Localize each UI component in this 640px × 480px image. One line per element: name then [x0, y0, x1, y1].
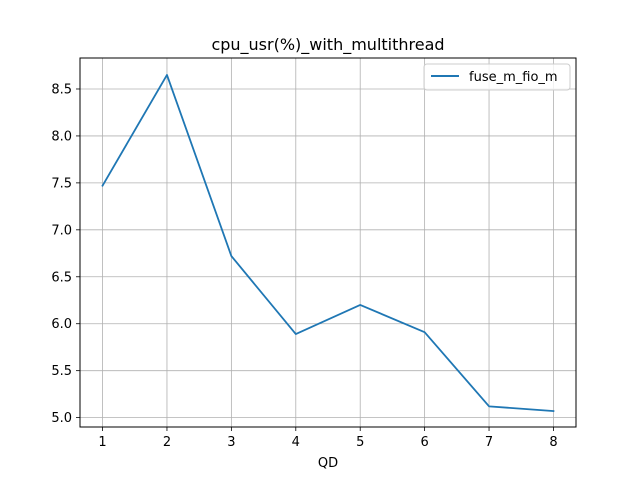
y-tick-label: 7.5 [51, 176, 72, 191]
x-tick-label: 5 [356, 435, 364, 450]
x-tick-label: 4 [292, 435, 300, 450]
legend-label: fuse_m_fio_m [469, 70, 558, 85]
data-point [488, 405, 490, 407]
data-point [359, 304, 361, 306]
data-point [166, 74, 168, 76]
data-point [295, 333, 297, 335]
x-tick-label: 8 [549, 435, 557, 450]
legend: fuse_m_fio_m [423, 63, 571, 91]
x-tick-label: 7 [485, 435, 493, 450]
x-tick-label: 3 [227, 435, 235, 450]
data-point [102, 185, 104, 187]
y-tick-label: 8.0 [51, 129, 72, 144]
y-tick-label: 8.5 [51, 82, 72, 97]
ticks: 1 2 3 4 5 6 7 8 5.0 5.5 6.0 6.5 7.0 7.5 8.0 8.5 [51, 82, 557, 450]
x-tick-label: 1 [98, 435, 106, 450]
legend-box [423, 63, 571, 91]
y-tick-label: 5.0 [51, 411, 72, 426]
data-point [230, 255, 232, 257]
chart-title: cpu_usr(%)_with_multithread [211, 35, 444, 55]
x-axis-label: QD [318, 456, 338, 471]
grid [80, 58, 576, 427]
y-tick-label: 6.5 [51, 270, 72, 285]
series-layer [101, 74, 555, 413]
series-line-0 [101, 74, 555, 413]
data-point [552, 410, 554, 412]
data-point [424, 331, 426, 333]
plot-frame [79, 57, 577, 428]
x-tick-label: 2 [163, 435, 171, 450]
y-tick-label: 7.0 [51, 223, 72, 238]
x-tick-label: 6 [420, 435, 428, 450]
y-tick-label: 5.5 [51, 364, 72, 379]
y-tick-label: 6.0 [51, 317, 72, 332]
